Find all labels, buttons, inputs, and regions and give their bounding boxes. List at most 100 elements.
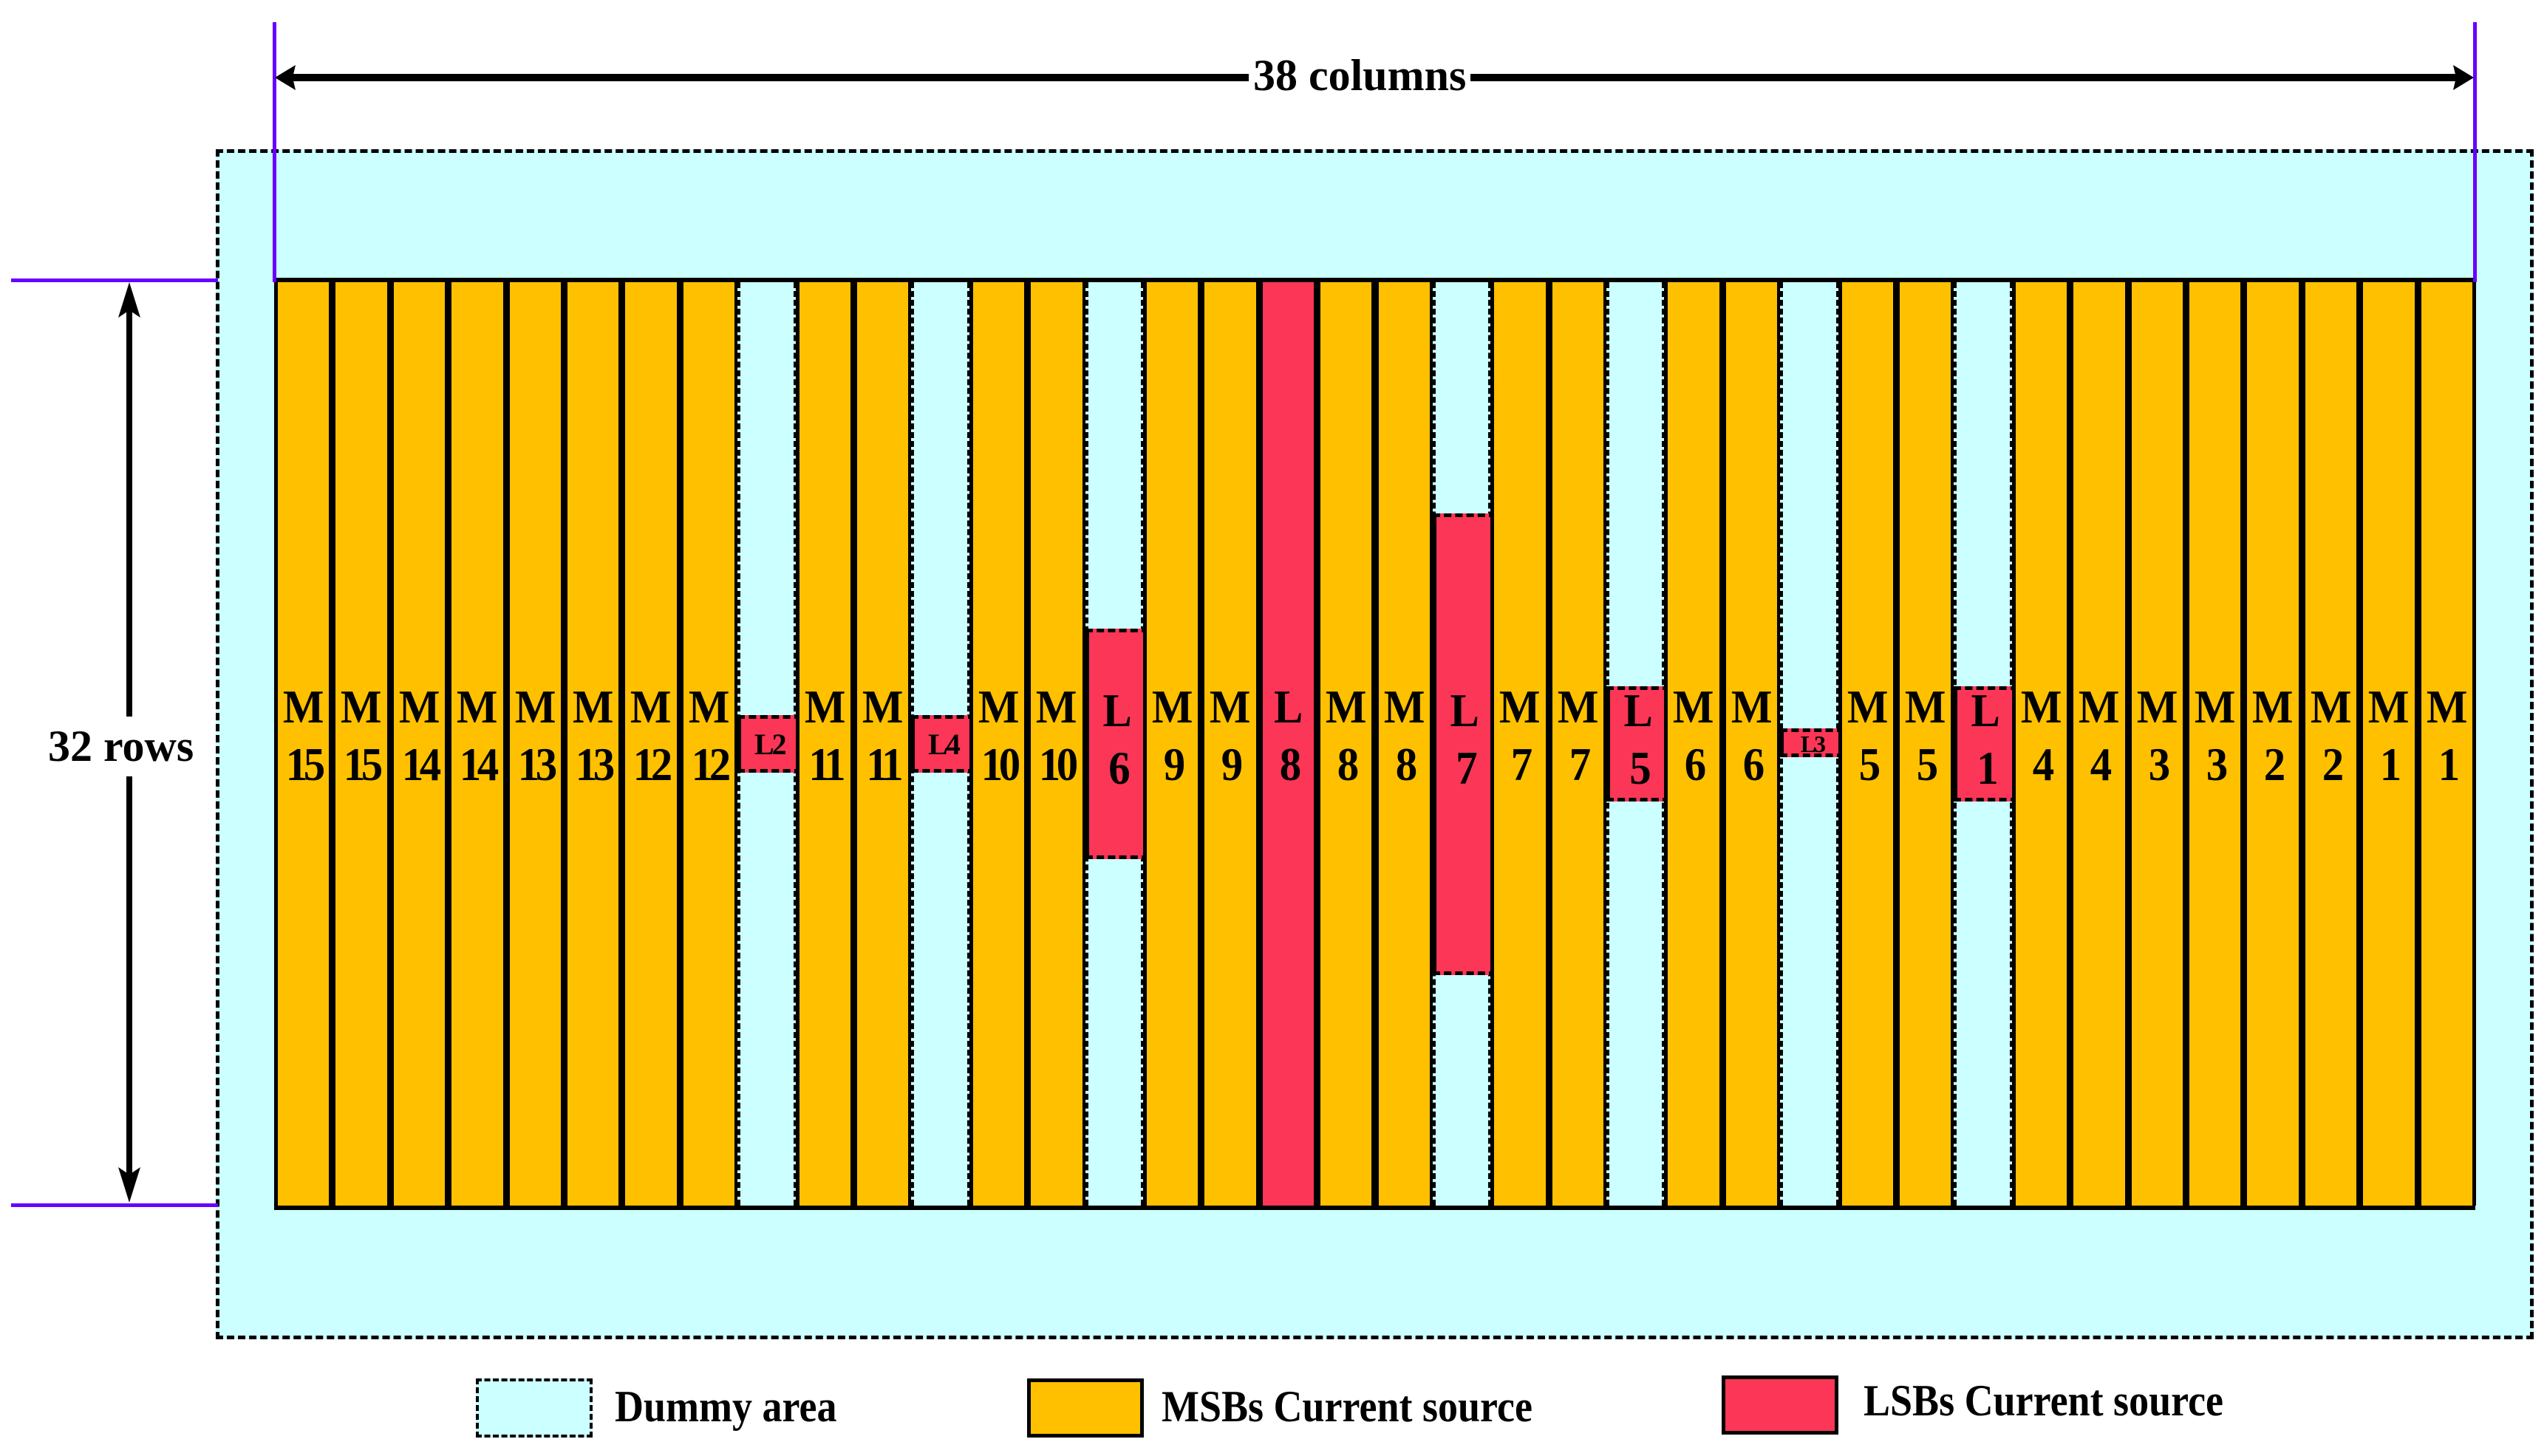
label-letter: M	[2020, 680, 2062, 733]
label-letter: M	[1151, 680, 1193, 733]
cell-label: M 11	[799, 683, 850, 788]
label-letter: L	[1450, 684, 1479, 736]
label-letter: L	[1623, 684, 1653, 736]
label-letter: M	[2136, 680, 2178, 733]
msb-cell-M15: M 15	[332, 282, 391, 1206]
row-guide-top	[11, 278, 218, 282]
lsb-cell-L3: L3	[1780, 728, 1844, 757]
legend-label-dummy: Dummy area	[615, 1382, 837, 1431]
label-letter: M	[2252, 680, 2294, 733]
legend-label-lsb: LSBs Current source	[1864, 1376, 2224, 1425]
label-index: 5	[1629, 742, 1651, 794]
label-letter: M	[2194, 680, 2236, 733]
label-index: 14	[401, 738, 441, 790]
label-letter: M	[978, 680, 1020, 733]
label-index: 9	[1163, 738, 1185, 790]
current-source-array: M 15 M 15 M 14 M 14 M 13 M 13 M 12 M 12 L2 M 11 M 11 L4 M 10 M 10…	[274, 278, 2476, 1210]
legend-swatch-dummy	[476, 1378, 593, 1438]
label-index: 8	[1279, 738, 1300, 790]
label-index: 4	[2090, 738, 2112, 790]
label-letter: M	[572, 680, 614, 733]
msb-cell-M12: M 12	[621, 282, 681, 1206]
label-letter: M	[1557, 680, 1599, 733]
label-index: 3	[2206, 738, 2228, 790]
label-letter: M	[341, 680, 382, 733]
label-index: 1	[2438, 738, 2459, 790]
label-index: 7	[1569, 738, 1590, 790]
msb-cell-M12: M 12	[679, 282, 739, 1206]
label-index: 5	[1916, 738, 1938, 790]
label-letter: M	[1325, 680, 1367, 733]
label-index: 11	[808, 738, 845, 790]
label-index: 9	[1221, 738, 1243, 790]
cell-label: M 15	[335, 683, 386, 788]
dummy-column: L3	[1780, 282, 1844, 1206]
label-index: 2	[2264, 738, 2285, 790]
cell-label: M 10	[973, 683, 1024, 788]
msb-cell-M11: M 11	[795, 282, 854, 1206]
label-letter: M	[1904, 680, 1946, 733]
rows-dimension-label: 32 rows	[48, 717, 194, 776]
cell-label: L2	[754, 728, 787, 761]
msb-cell-M10: M 10	[1027, 282, 1086, 1206]
label-index: 13	[575, 738, 615, 790]
label-letter: M	[630, 680, 672, 733]
label-letter: M	[398, 680, 440, 733]
label-letter: M	[1210, 680, 1251, 733]
cell-label: M 15	[278, 683, 329, 788]
dummy-column: L4	[911, 282, 975, 1206]
cell-label: L3	[1800, 730, 1826, 757]
msb-cell-M15: M 15	[274, 282, 333, 1206]
label-index: 12	[691, 738, 731, 790]
label-index: 1	[1977, 742, 1999, 794]
legend: Dummy area MSBs Current source LSBs Curr…	[0, 1374, 2547, 1448]
label-letter: M	[282, 680, 324, 733]
cell-label: M 13	[510, 683, 561, 788]
label-letter: M	[1847, 680, 1889, 733]
msb-cell-M13: M 13	[505, 282, 565, 1206]
label-index: 2	[2322, 738, 2344, 790]
label-index: 11	[866, 738, 903, 790]
label-index: 4	[2032, 738, 2054, 790]
dummy-column: L2	[737, 282, 802, 1206]
label-index: 7	[1511, 738, 1532, 790]
label-index: 5	[1858, 738, 1880, 790]
columns-dimension-label: 38 columns	[1249, 50, 1471, 101]
column-guide-right	[2473, 22, 2477, 282]
legend-swatch-msb	[1027, 1378, 1144, 1438]
lsb-cell-L4: L4	[911, 714, 975, 773]
label-index: 13	[517, 738, 556, 790]
label-letter: M	[2079, 680, 2120, 733]
label-letter: M	[2310, 680, 2352, 733]
label-letter: L	[1102, 684, 1132, 736]
